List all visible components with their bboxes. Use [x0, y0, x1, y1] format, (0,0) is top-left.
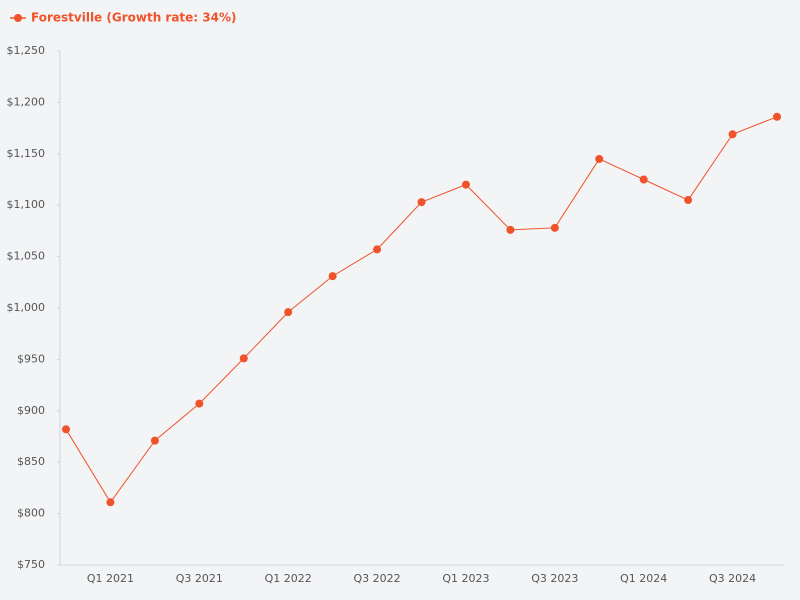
x-tick-label: Q3 2024: [709, 572, 756, 585]
point: [150, 436, 159, 445]
y-tick-label: $1,050: [7, 250, 46, 263]
x-tick-label: Q1 2021: [87, 572, 134, 585]
point: [62, 425, 70, 434]
x-tick-label: Q3 2022: [353, 572, 400, 585]
y-tick-label: $750: [17, 558, 45, 571]
x-tick-label: Q1 2024: [620, 572, 667, 585]
y-tick-label: $800: [17, 507, 45, 520]
y-tick-label: $900: [17, 404, 45, 417]
x-tick-label: Q3 2023: [531, 572, 578, 585]
y-tick-label: $1,150: [7, 147, 46, 160]
point: [284, 308, 293, 317]
point: [106, 498, 115, 507]
y-tick-label: $1,250: [7, 44, 46, 57]
point: [550, 223, 559, 232]
point: [461, 180, 470, 189]
point: [639, 175, 648, 184]
legend-marker: [14, 14, 22, 22]
point: [506, 225, 515, 234]
point: [373, 245, 382, 254]
point: [417, 198, 426, 207]
x-tick-label: Q1 2022: [265, 572, 312, 585]
x-tick-label: Q1 2023: [442, 572, 489, 585]
point: [684, 196, 693, 205]
legend-text: Forestville (Growth rate: 34%): [31, 11, 236, 25]
y-tick-label: $850: [17, 455, 45, 468]
point: [239, 354, 248, 363]
x-tick-label: Q3 2021: [176, 572, 223, 585]
y-tick-label: $1,100: [7, 198, 46, 211]
y-tick-label: $1,200: [7, 95, 46, 108]
point: [595, 154, 604, 163]
y-tick-label: $950: [17, 352, 45, 365]
y-tick-label: $1,000: [7, 301, 46, 314]
point: [728, 130, 737, 139]
point: [195, 399, 204, 408]
point: [328, 272, 337, 281]
point: [773, 112, 781, 121]
